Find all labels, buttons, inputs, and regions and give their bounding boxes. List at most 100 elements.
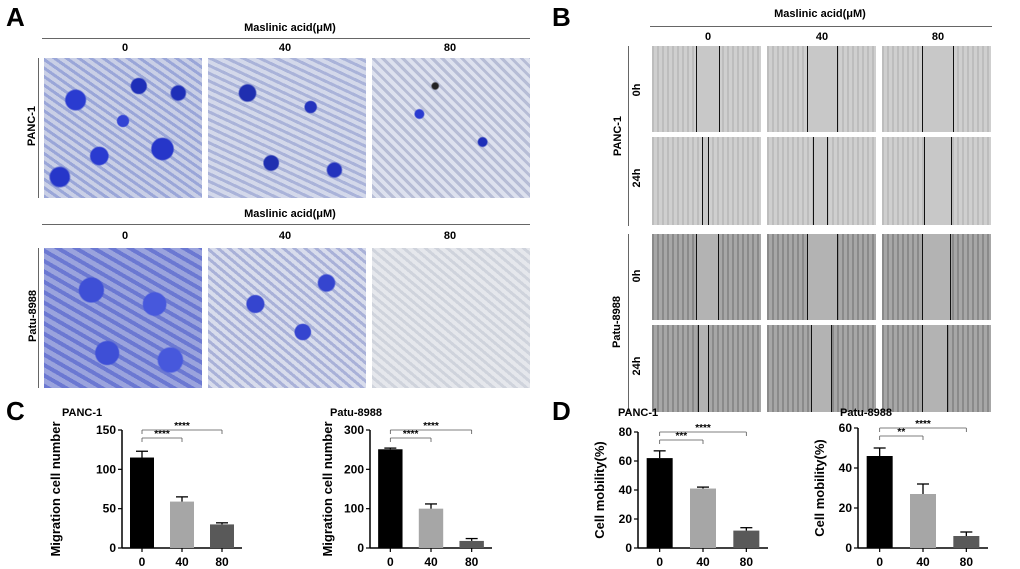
y-tick-label: 60 <box>839 421 853 435</box>
bar <box>210 524 234 548</box>
wound-image-panc1-24h-0 <box>652 137 761 225</box>
panel-a-conc-40-top: 40 <box>278 42 292 54</box>
y-tick-label: 80 <box>619 425 633 439</box>
y-tick-label: 40 <box>619 483 633 497</box>
bar <box>646 458 673 548</box>
panel-a-conc-80-top: 80 <box>443 42 457 54</box>
y-axis-label: Migration cell number <box>320 421 335 556</box>
panel-b-header-rule <box>650 26 992 27</box>
transwell-image-panc1-0 <box>44 58 202 198</box>
significance-label: **** <box>423 421 439 432</box>
panel-label-b: B <box>552 2 571 32</box>
panel-a-header-rule-bottom <box>42 224 530 225</box>
y-tick-label: 300 <box>344 423 364 437</box>
transwell-image-patu8988-0 <box>44 248 202 388</box>
bar <box>733 530 760 548</box>
wound-image-patu8988-0h-80 <box>882 234 991 320</box>
bar <box>170 501 194 548</box>
panel-b-conc-40: 40 <box>815 31 829 43</box>
panel-a-conc-40-bottom: 40 <box>278 230 292 242</box>
y-tick-label: 50 <box>103 502 117 516</box>
y-tick-label: 0 <box>357 541 364 555</box>
significance-label: **** <box>695 423 711 434</box>
wound-image-patu8988-0h-0 <box>652 234 761 320</box>
bar <box>690 488 716 548</box>
significance-label: **** <box>915 419 931 430</box>
panel-b-time-label-0h-top: 0h <box>631 83 643 97</box>
wound-image-patu8988-24h-40 <box>767 325 876 412</box>
x-tick-label: 80 <box>215 555 229 569</box>
y-tick-label: 0 <box>625 541 632 555</box>
significance-label: **** <box>174 421 190 432</box>
panel-b-group-rule-bottom <box>628 234 629 412</box>
panel-label-d: D <box>552 396 571 426</box>
x-tick-label: 40 <box>696 555 710 569</box>
panel-b-group-rule-top <box>628 46 629 226</box>
x-tick-label: 0 <box>387 555 394 569</box>
bar <box>866 456 893 548</box>
x-tick-label: 0 <box>656 555 663 569</box>
panel-b-treatment-header: Maslinic acid(μM) <box>774 8 866 20</box>
bar <box>459 540 484 548</box>
significance-label: **** <box>403 429 419 440</box>
chart-title: PANC-1 <box>618 407 658 419</box>
y-tick-label: 40 <box>839 461 853 475</box>
chart-title: Patu-8988 <box>330 407 382 419</box>
transwell-image-panc1-40 <box>208 58 366 198</box>
panel-a-header-rule-top <box>42 38 530 39</box>
y-axis-label: Migration cell number <box>48 421 63 556</box>
x-tick-label: 80 <box>740 555 754 569</box>
y-axis-label: Cell mobility(%) <box>812 439 827 537</box>
panel-b-conc-80: 80 <box>931 31 945 43</box>
panel-b-group-label-patu8988: Patu-8988 <box>611 296 623 348</box>
panel-label-a: A <box>6 2 25 32</box>
x-tick-label: 40 <box>916 555 930 569</box>
chart-c-panc1: PANC-1 Migration cell number 0 50 100 150 0 40 8… <box>48 407 242 569</box>
transwell-image-patu8988-40 <box>208 248 366 388</box>
panel-label-c: C <box>6 396 25 426</box>
wound-image-panc1-0h-40 <box>767 46 876 132</box>
panel-a-row-label-panc1: PANC-1 <box>26 105 38 147</box>
y-tick-label: 150 <box>96 423 116 437</box>
x-tick-label: 80 <box>465 555 479 569</box>
y-tick-label: 100 <box>344 502 364 516</box>
panel-a-treatment-header-top: Maslinic acid(μM) <box>244 22 336 34</box>
panel-a-row-rule-bottom <box>38 248 39 388</box>
y-tick-label: 100 <box>96 462 116 476</box>
x-tick-label: 0 <box>876 555 883 569</box>
panel-a-conc-0-bottom: 0 <box>121 230 129 242</box>
bar <box>910 494 936 548</box>
bar <box>953 536 980 548</box>
transwell-image-panc1-80 <box>372 58 530 198</box>
panel-b-time-label-0h-bottom: 0h <box>631 269 643 283</box>
chart-title: Patu-8988 <box>840 407 892 419</box>
panel-a-treatment-header-bottom: Maslinic acid(μM) <box>244 208 336 220</box>
wound-image-panc1-0h-80 <box>882 46 991 132</box>
x-tick-label: 0 <box>139 555 146 569</box>
bar <box>130 457 154 548</box>
y-tick-label: 0 <box>845 541 852 555</box>
x-tick-label: 40 <box>175 555 189 569</box>
y-tick-label: 60 <box>619 454 633 468</box>
wound-image-panc1-24h-40 <box>767 137 876 225</box>
bar <box>378 449 403 548</box>
y-tick-label: 20 <box>619 512 633 526</box>
panel-b-conc-0: 0 <box>704 31 712 43</box>
wound-image-patu8988-24h-80 <box>882 325 991 412</box>
panel-b-group-label-panc1: PANC-1 <box>612 115 624 157</box>
wound-image-panc1-24h-80 <box>882 137 991 225</box>
x-tick-label: 40 <box>424 555 438 569</box>
panel-a-conc-80-bottom: 80 <box>443 230 457 242</box>
significance-label: *** <box>675 431 687 442</box>
panel-b-time-label-24h-bottom: 24h <box>631 356 643 376</box>
panel-a-row-rule-top <box>38 58 39 198</box>
bar <box>418 508 444 548</box>
transwell-image-patu8988-80 <box>372 248 530 388</box>
y-tick-label: 200 <box>344 462 364 476</box>
significance-label: **** <box>154 429 170 440</box>
x-tick-label: 80 <box>960 555 974 569</box>
wound-image-patu8988-0h-40 <box>767 234 876 320</box>
panel-b-time-label-24h-top: 24h <box>631 168 643 188</box>
